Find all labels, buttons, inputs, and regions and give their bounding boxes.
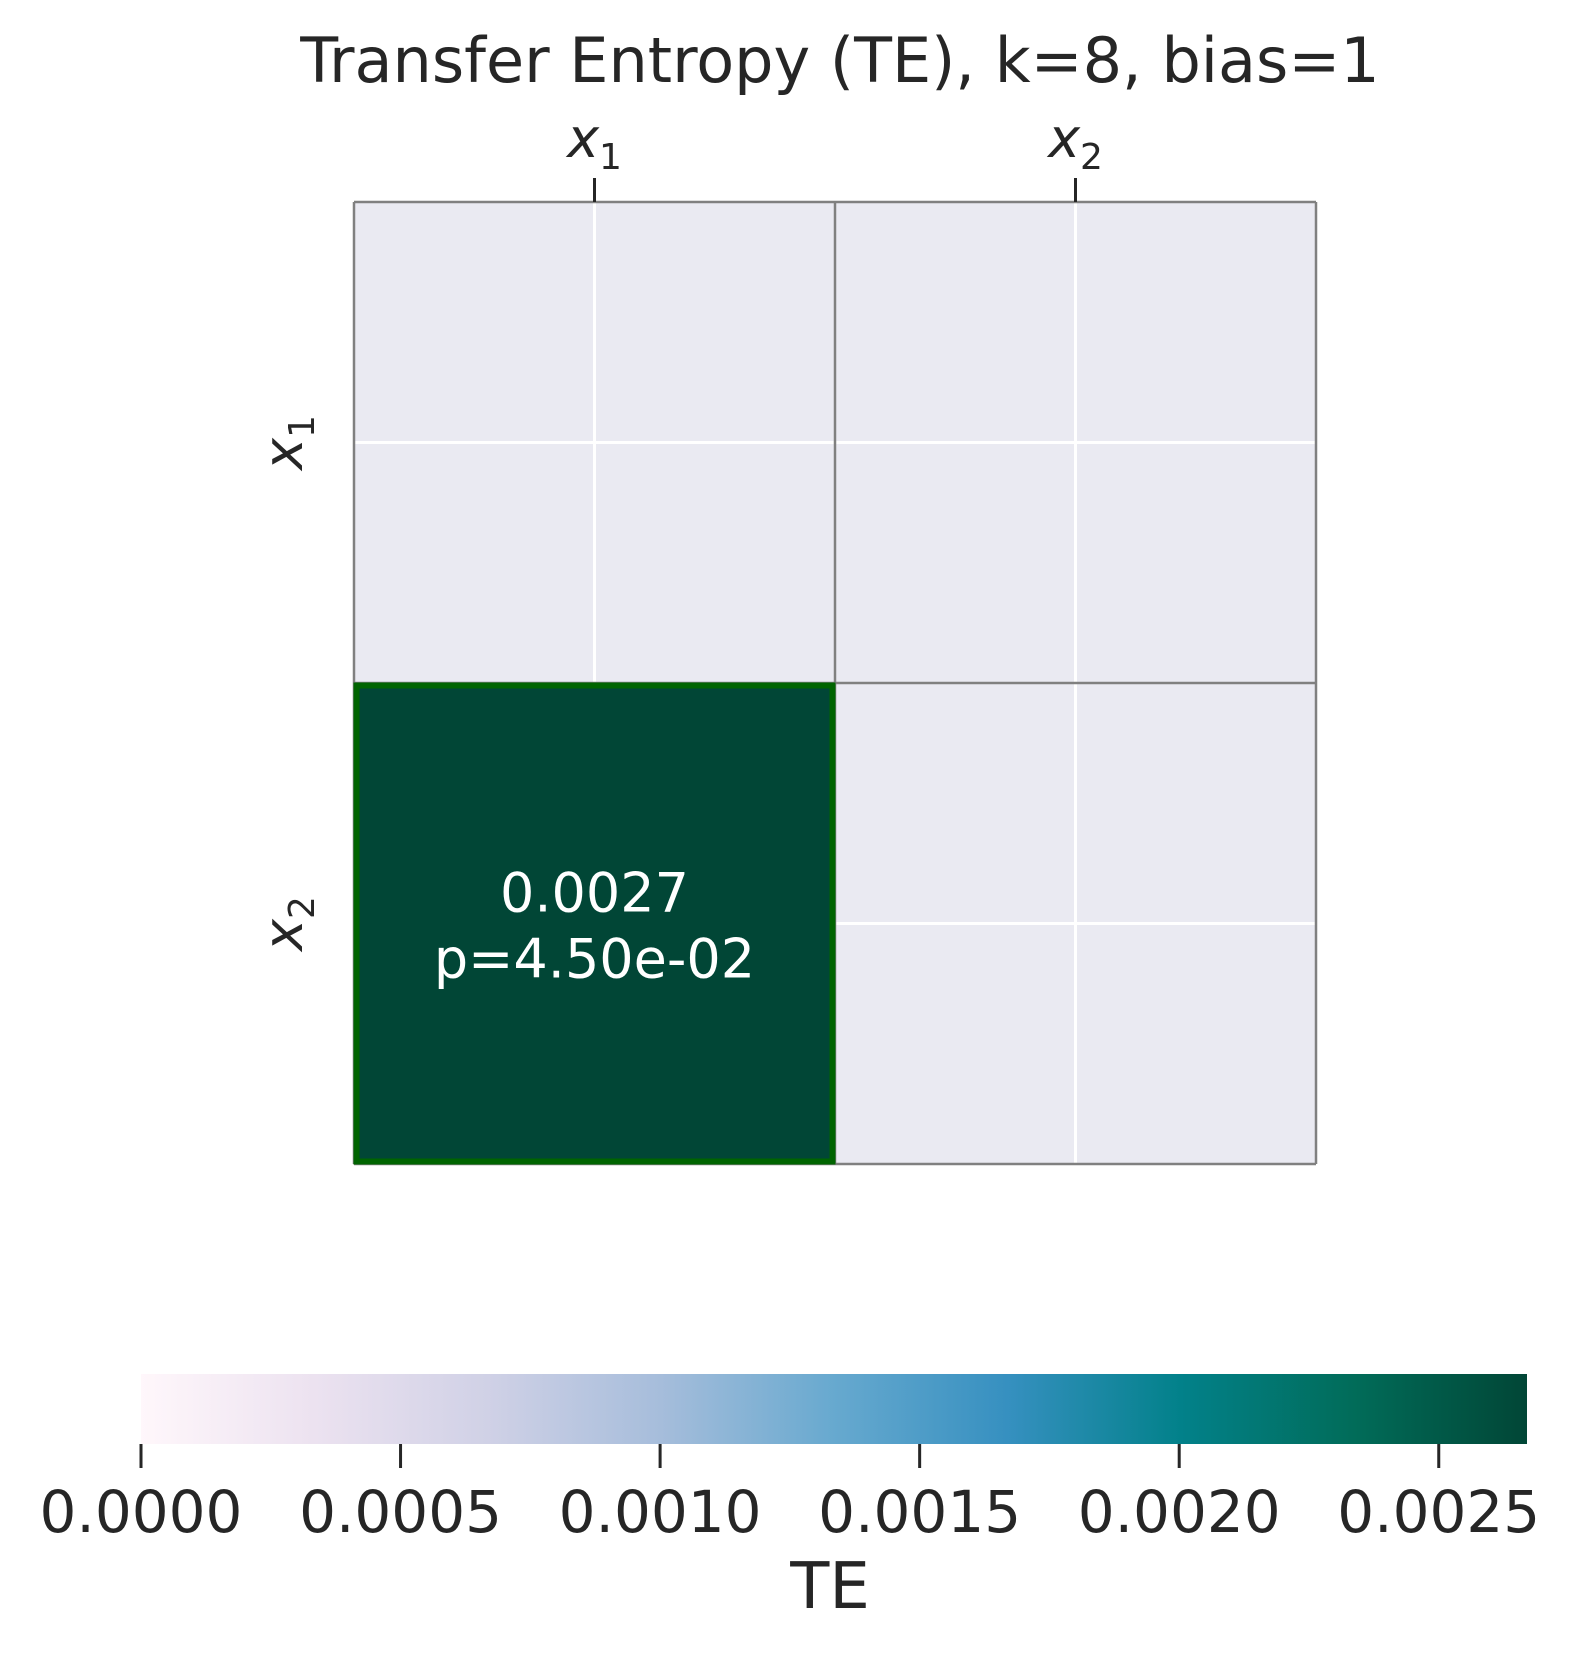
colorbar-tick-label: 0.0010 xyxy=(559,1478,762,1546)
chart-title: Transfer Entropy (TE), k=8, bias=1 xyxy=(299,24,1379,97)
cell-value-label: 0.0027 xyxy=(500,862,689,925)
x-axis: x1 x2 xyxy=(565,107,1103,202)
colorbar-gradient xyxy=(141,1374,1527,1444)
highlight-border xyxy=(353,682,836,1165)
cell-pvalue-label: p=4.50e-02 xyxy=(434,928,755,991)
colorbar-label: TE xyxy=(789,1550,870,1624)
colorbar: 0.0000 0.0005 0.0010 0.0015 0.0020 0.0025 TE xyxy=(40,1374,1540,1624)
heatmap-cell-fill xyxy=(354,683,835,1164)
colorbar-tick-label: 0.0020 xyxy=(1078,1478,1281,1546)
x-tick-label: x2 xyxy=(1046,107,1103,178)
colorbar-tick-label: 0.0015 xyxy=(818,1478,1021,1546)
colorbar-tick-label: 0.0000 xyxy=(40,1478,243,1546)
colorbar-tick-label: 0.0005 xyxy=(299,1478,502,1546)
y-axis: x1 x2 xyxy=(252,415,323,953)
x-tick-label: x1 xyxy=(565,107,622,178)
y-tick-label: x2 xyxy=(252,896,323,953)
y-tick-label: x1 xyxy=(252,415,323,472)
colorbar-tick-label: 0.0025 xyxy=(1337,1478,1540,1546)
